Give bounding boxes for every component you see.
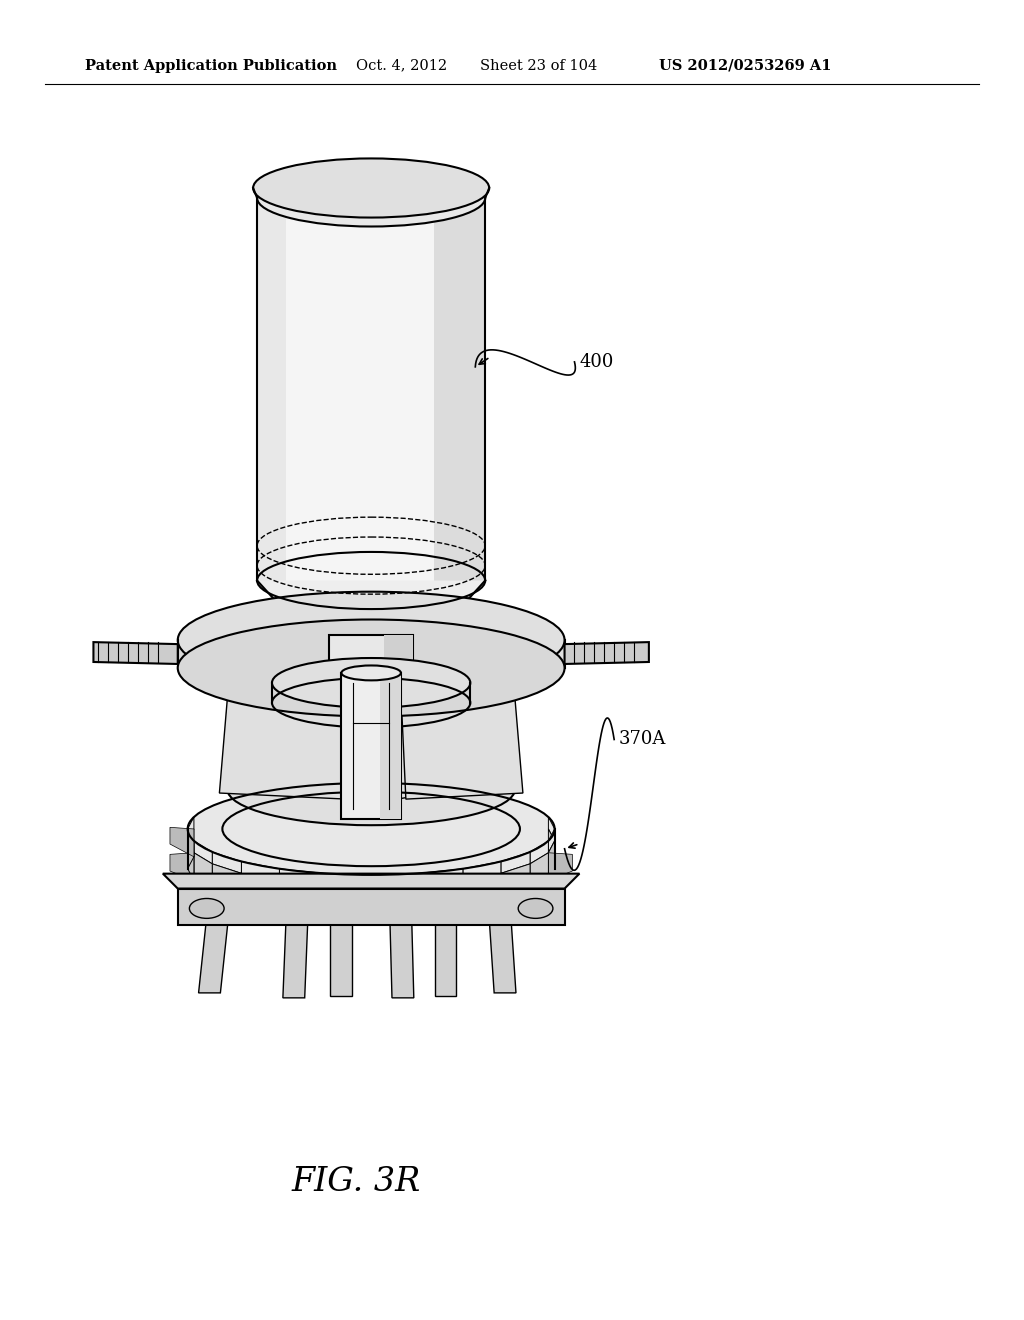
Polygon shape: [187, 829, 194, 853]
Polygon shape: [242, 874, 280, 908]
Text: Sheet 23 of 104: Sheet 23 of 104: [480, 59, 598, 73]
Polygon shape: [170, 828, 194, 857]
Text: Oct. 4, 2012: Oct. 4, 2012: [356, 59, 447, 73]
Polygon shape: [501, 851, 530, 874]
Polygon shape: [224, 874, 242, 902]
Polygon shape: [280, 880, 324, 913]
Polygon shape: [187, 817, 194, 841]
Polygon shape: [564, 642, 649, 664]
Polygon shape: [199, 919, 228, 993]
Polygon shape: [212, 863, 242, 902]
Polygon shape: [371, 688, 376, 799]
Polygon shape: [331, 921, 352, 995]
Polygon shape: [549, 817, 555, 841]
Polygon shape: [170, 853, 194, 880]
Ellipse shape: [518, 899, 553, 919]
Polygon shape: [463, 874, 501, 908]
Polygon shape: [371, 874, 419, 887]
Polygon shape: [419, 869, 463, 886]
Polygon shape: [187, 841, 194, 880]
Polygon shape: [163, 874, 580, 888]
Polygon shape: [187, 829, 194, 869]
Polygon shape: [317, 886, 324, 913]
Polygon shape: [324, 874, 371, 887]
Ellipse shape: [189, 899, 224, 919]
Polygon shape: [194, 841, 212, 863]
Polygon shape: [384, 635, 413, 678]
Text: Patent Application Publication: Patent Application Publication: [85, 59, 338, 73]
Ellipse shape: [178, 619, 564, 717]
Polygon shape: [392, 690, 478, 799]
Polygon shape: [501, 874, 518, 902]
Polygon shape: [341, 673, 401, 818]
Polygon shape: [371, 886, 419, 915]
Polygon shape: [419, 886, 425, 913]
Polygon shape: [93, 642, 178, 664]
Polygon shape: [257, 198, 485, 581]
Polygon shape: [530, 853, 549, 891]
Polygon shape: [264, 690, 355, 799]
Polygon shape: [549, 841, 555, 880]
Polygon shape: [324, 886, 371, 915]
Text: US 2012/0253269 A1: US 2012/0253269 A1: [658, 59, 831, 73]
Polygon shape: [549, 829, 555, 869]
Polygon shape: [212, 851, 242, 874]
Polygon shape: [242, 862, 280, 880]
Polygon shape: [401, 693, 523, 799]
Text: 400: 400: [580, 352, 613, 371]
Ellipse shape: [257, 169, 485, 227]
Polygon shape: [280, 869, 324, 886]
Ellipse shape: [272, 657, 470, 708]
Polygon shape: [257, 581, 485, 635]
Polygon shape: [434, 921, 457, 995]
Ellipse shape: [178, 591, 564, 689]
Polygon shape: [549, 829, 555, 853]
Polygon shape: [434, 198, 485, 581]
Ellipse shape: [227, 754, 515, 825]
Polygon shape: [549, 853, 572, 880]
Text: FIG. 3R: FIG. 3R: [292, 1166, 421, 1197]
Polygon shape: [219, 693, 346, 799]
Ellipse shape: [306, 619, 435, 651]
Polygon shape: [390, 923, 414, 998]
Polygon shape: [178, 888, 564, 925]
Ellipse shape: [187, 783, 555, 875]
Polygon shape: [257, 198, 286, 581]
Ellipse shape: [341, 665, 401, 680]
Polygon shape: [330, 635, 413, 678]
Text: 370A: 370A: [620, 730, 667, 748]
Polygon shape: [419, 880, 463, 913]
Polygon shape: [530, 841, 549, 863]
Polygon shape: [283, 923, 307, 998]
Ellipse shape: [253, 158, 489, 218]
Polygon shape: [501, 863, 530, 902]
Polygon shape: [380, 673, 401, 818]
Polygon shape: [178, 640, 371, 668]
Polygon shape: [463, 862, 501, 880]
Polygon shape: [194, 853, 212, 891]
Polygon shape: [371, 640, 564, 668]
Polygon shape: [489, 919, 516, 993]
